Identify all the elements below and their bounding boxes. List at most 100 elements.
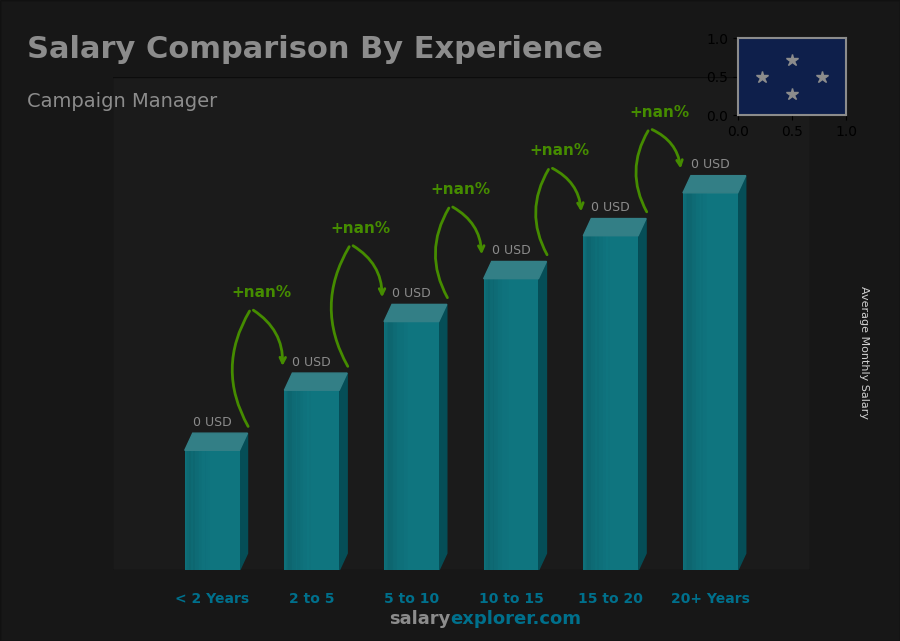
Bar — [697, 193, 699, 570]
Text: +nan%: +nan% — [629, 105, 689, 120]
Bar — [297, 390, 300, 570]
Bar — [604, 236, 605, 570]
Text: +nan%: +nan% — [430, 182, 491, 197]
Text: 10 to 15: 10 to 15 — [479, 592, 544, 606]
Bar — [284, 390, 339, 570]
Polygon shape — [538, 262, 546, 570]
Bar — [184, 451, 239, 570]
Bar — [698, 193, 700, 570]
Bar — [492, 279, 496, 570]
Bar — [591, 236, 596, 570]
Bar — [594, 236, 598, 570]
Bar — [193, 451, 197, 570]
Polygon shape — [638, 219, 646, 570]
Bar — [400, 322, 402, 570]
Text: 0 USD: 0 USD — [392, 287, 431, 300]
Text: Salary Comparison By Experience: Salary Comparison By Experience — [27, 35, 603, 64]
Polygon shape — [738, 176, 746, 570]
Bar — [504, 279, 506, 570]
Bar — [701, 193, 703, 570]
Bar — [384, 322, 439, 570]
Text: 2 to 5: 2 to 5 — [289, 592, 335, 606]
Text: 15 to 20: 15 to 20 — [579, 592, 644, 606]
Bar — [597, 236, 599, 570]
Bar — [387, 322, 392, 570]
Bar — [186, 451, 192, 570]
Bar — [599, 236, 602, 570]
Polygon shape — [339, 373, 347, 570]
Bar — [286, 390, 291, 570]
Bar — [202, 451, 203, 570]
Bar — [593, 236, 597, 570]
Bar — [189, 451, 194, 570]
Bar — [689, 193, 694, 570]
Bar — [388, 322, 392, 570]
Bar — [588, 236, 592, 570]
Bar — [205, 451, 207, 570]
Polygon shape — [483, 262, 546, 279]
Bar — [687, 193, 692, 570]
Bar — [483, 279, 490, 570]
Bar — [303, 390, 305, 570]
Bar — [501, 279, 503, 570]
Bar — [390, 322, 394, 570]
Bar — [699, 193, 702, 570]
Bar — [590, 236, 594, 570]
Bar — [692, 193, 696, 570]
Bar — [384, 322, 390, 570]
Text: 0 USD: 0 USD — [292, 356, 331, 369]
Bar — [405, 322, 406, 570]
Bar — [392, 322, 396, 570]
Bar — [605, 236, 607, 570]
Text: 0 USD: 0 USD — [193, 416, 231, 429]
Bar — [284, 390, 290, 570]
Polygon shape — [184, 433, 248, 451]
Bar — [204, 451, 205, 570]
Bar — [490, 279, 493, 570]
Bar — [395, 322, 399, 570]
Bar — [207, 451, 208, 570]
Bar — [289, 390, 293, 570]
Bar — [290, 390, 294, 570]
Bar — [583, 236, 589, 570]
Bar — [683, 193, 688, 570]
Bar — [295, 390, 299, 570]
Polygon shape — [683, 176, 746, 193]
Polygon shape — [439, 304, 446, 570]
Bar — [306, 390, 308, 570]
Bar — [702, 193, 704, 570]
Text: < 2 Years: < 2 Years — [176, 592, 249, 606]
Bar — [586, 236, 591, 570]
Text: +nan%: +nan% — [530, 144, 590, 158]
Bar — [583, 236, 638, 570]
Bar — [598, 236, 601, 570]
Text: 0 USD: 0 USD — [491, 244, 530, 257]
Bar — [200, 451, 202, 570]
Text: 0 USD: 0 USD — [591, 201, 630, 214]
Bar — [496, 279, 499, 570]
Polygon shape — [239, 433, 248, 570]
Bar — [294, 390, 298, 570]
Text: Average Monthly Salary: Average Monthly Salary — [859, 286, 869, 419]
Text: Campaign Manager: Campaign Manager — [27, 92, 217, 111]
Text: salary: salary — [389, 610, 450, 628]
Bar — [305, 390, 306, 570]
FancyBboxPatch shape — [112, 77, 810, 570]
Bar — [287, 390, 292, 570]
Bar — [202, 451, 204, 570]
Bar — [406, 322, 407, 570]
Bar — [589, 236, 593, 570]
Bar — [585, 236, 590, 570]
Bar — [194, 451, 198, 570]
Bar — [187, 451, 193, 570]
Polygon shape — [384, 304, 446, 322]
Bar — [391, 322, 395, 570]
Bar — [192, 451, 195, 570]
Bar — [688, 193, 693, 570]
Polygon shape — [583, 219, 646, 236]
Bar — [499, 279, 501, 570]
Bar — [393, 322, 397, 570]
Bar — [190, 451, 194, 570]
Bar — [398, 322, 400, 570]
Bar — [694, 193, 698, 570]
